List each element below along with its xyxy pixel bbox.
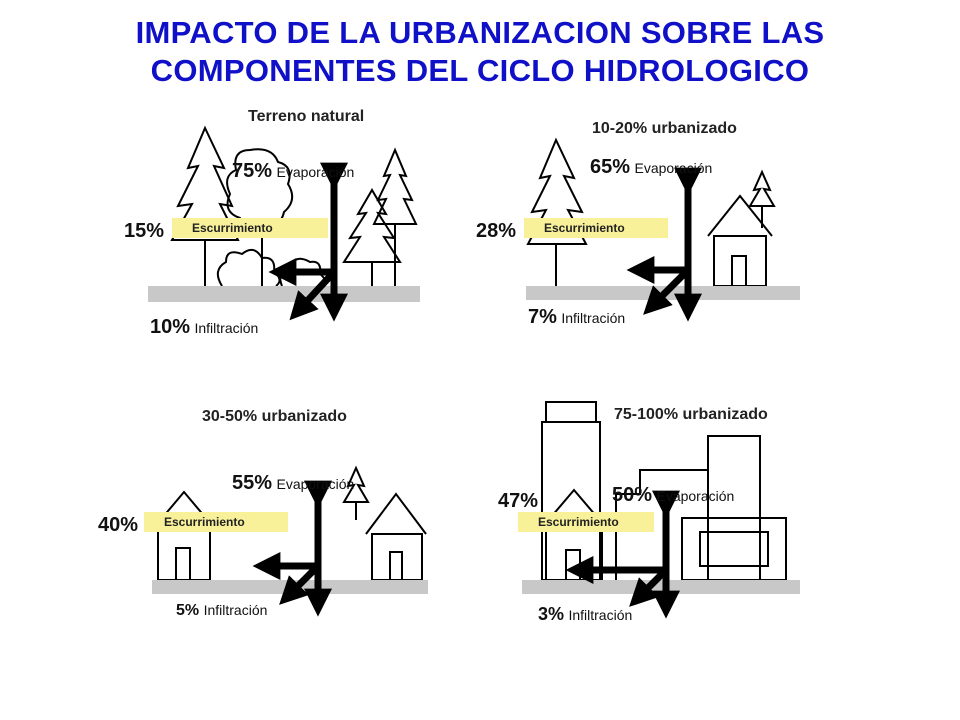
title-line-1: IMPACTO DE LA URBANIZACION SOBRE LAS: [135, 15, 825, 50]
panel-title-natural: Terreno natural: [248, 108, 365, 125]
evaporation-percent: 65%: [590, 156, 631, 178]
runoff-badge: Escurrimiento: [172, 218, 328, 238]
runoff-badge: Escurrimiento: [518, 512, 654, 532]
runoff-badge: Escurrimiento: [524, 218, 668, 238]
house-icon: [151, 490, 217, 581]
evaporation-word: Evaporación: [656, 488, 735, 504]
evaporation-label: 55% Evaporación: [232, 472, 354, 495]
evaporation-percent: 50%: [612, 484, 653, 506]
panel-natural-scene: [148, 125, 420, 322]
ground-strip: [148, 286, 420, 302]
runoff-badge: Escurrimiento: [144, 512, 288, 532]
runoff-percent: 47%: [498, 490, 539, 512]
evaporation-label: 75% Evaporación: [232, 160, 354, 183]
infiltration-arrow: [629, 567, 669, 607]
infiltration-label: 3% Infiltración: [538, 604, 632, 625]
runoff-percent: 40%: [98, 514, 139, 536]
infiltration-percent: 7%: [528, 306, 557, 328]
infiltration-arrow: [279, 563, 321, 605]
evaporation-word: Evaporación: [276, 164, 355, 180]
infiltration-percent: 10%: [150, 316, 191, 338]
shrub-icon: [216, 248, 326, 287]
page-title: IMPACTO DE LA URBANIZACION SOBRE LAS COM…: [0, 14, 960, 90]
infiltration-label: 10% Infiltración: [150, 316, 258, 339]
evaporation-percent: 75%: [232, 160, 273, 182]
infiltration-word: Infiltración: [203, 602, 268, 618]
evaporation-word: Evaporación: [276, 476, 355, 492]
infiltration-label: 5% Infiltración: [176, 602, 267, 620]
evaporation-label: 50% Evaporación: [612, 484, 734, 507]
infiltration-word: Infiltración: [568, 607, 633, 623]
infiltration-word: Infiltración: [561, 310, 626, 326]
evaporation-percent: 55%: [232, 472, 273, 494]
tree-icon: [342, 465, 370, 520]
infiltration-arrow: [289, 269, 337, 321]
panel-title-75-100: 75-100% urbanizado: [614, 406, 768, 423]
panel-75-100-scene: [522, 401, 800, 619]
infiltration-word: Infiltración: [194, 320, 259, 336]
panel-30-50-scene: [151, 465, 428, 617]
infiltration-percent: 3%: [538, 604, 565, 624]
tower-building-icon: [541, 401, 601, 581]
tree-icon: [372, 147, 418, 286]
tree-icon: [170, 125, 240, 286]
tree-icon: [526, 137, 588, 286]
panel-title-30-50: 30-50% urbanizado: [202, 408, 347, 425]
infiltration-label: 7% Infiltración: [528, 306, 625, 329]
runoff-percent: 28%: [476, 220, 517, 242]
tree-icon: [748, 169, 776, 228]
panel-title-10-20: 10-20% urbanizado: [592, 120, 737, 137]
panel-10-20-scene: [526, 137, 800, 322]
infiltration-arrow: [643, 267, 691, 315]
house-icon: [365, 492, 427, 581]
infiltration-percent: 5%: [176, 602, 200, 619]
building-icon: [615, 435, 787, 581]
tree-icon: [342, 188, 402, 286]
evaporation-label: 65% Evaporación: [590, 156, 712, 179]
title-line-2: COMPONENTES DEL CICLO HIDROLOGICO: [150, 53, 810, 88]
ground-strip: [522, 580, 800, 594]
evaporation-word: Evaporación: [634, 160, 713, 176]
runoff-percent: 15%: [124, 220, 165, 242]
